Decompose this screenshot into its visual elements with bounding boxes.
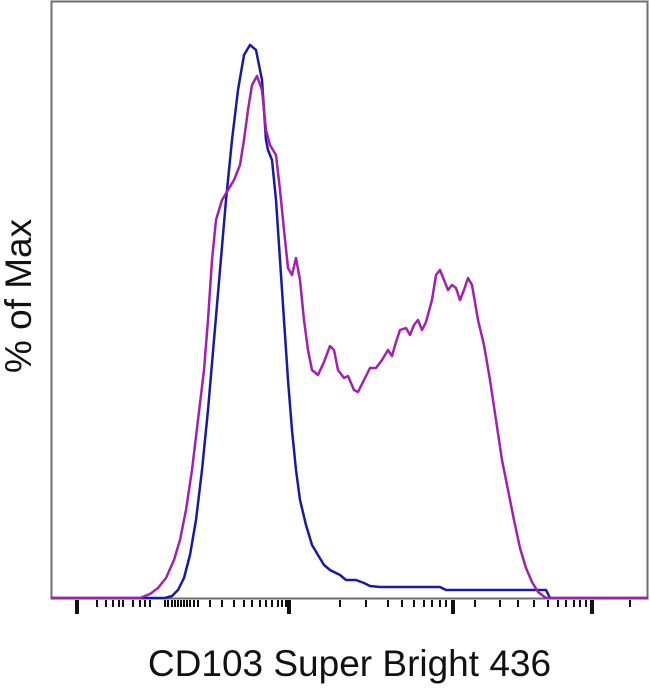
minor-tick: [365, 600, 367, 607]
minor-tick: [251, 600, 253, 607]
minor-tick: [183, 600, 185, 607]
minor-tick: [233, 600, 235, 607]
minor-tick: [149, 600, 151, 607]
minor-tick: [193, 600, 195, 607]
minor-tick: [144, 600, 146, 607]
minor-tick: [139, 600, 141, 607]
y-axis-label: % of Max: [0, 218, 39, 374]
plot-frame: [50, 0, 649, 600]
minor-tick: [339, 600, 341, 607]
minor-tick: [209, 600, 211, 607]
minor-tick: [413, 600, 415, 607]
minor-tick: [573, 600, 575, 607]
minor-tick: [585, 600, 587, 607]
major-tick: [451, 600, 455, 614]
x-axis-ticks: [75, 600, 631, 614]
minor-tick: [387, 600, 389, 607]
minor-tick: [474, 600, 476, 607]
major-tick: [287, 600, 291, 614]
minor-tick: [439, 600, 441, 607]
minor-tick: [271, 600, 273, 607]
minor-tick: [164, 600, 166, 607]
minor-tick: [189, 600, 191, 607]
minor-tick: [579, 600, 581, 607]
major-tick: [590, 600, 594, 614]
minor-tick: [281, 600, 283, 607]
minor-tick: [445, 600, 447, 607]
minor-tick: [243, 600, 245, 607]
minor-tick: [277, 600, 279, 607]
major-tick: [75, 600, 79, 614]
minor-tick: [499, 600, 501, 607]
minor-tick: [517, 600, 519, 607]
minor-tick: [105, 600, 107, 607]
minor-tick: [557, 600, 559, 607]
minor-tick: [629, 600, 631, 607]
minor-tick: [118, 600, 120, 607]
minor-tick: [177, 600, 179, 607]
y-axis-label-container: % of Max: [0, 0, 40, 590]
minor-tick: [180, 600, 182, 607]
blue-histogram-curve: [51, 43, 648, 600]
minor-tick: [423, 600, 425, 607]
minor-tick: [547, 600, 549, 607]
x-axis-label: CD103 Super Bright 436: [147, 643, 552, 684]
minor-tick: [221, 600, 223, 607]
minor-tick: [401, 600, 403, 607]
minor-tick: [197, 600, 199, 607]
minor-tick: [132, 600, 134, 607]
minor-tick: [167, 600, 169, 607]
magenta-histogram-curve: [51, 74, 648, 600]
minor-tick: [112, 600, 114, 607]
minor-tick: [174, 600, 176, 607]
minor-tick: [186, 600, 188, 607]
minor-tick: [259, 600, 261, 607]
minor-tick: [533, 600, 535, 607]
minor-tick: [171, 600, 173, 607]
minor-tick: [122, 600, 124, 607]
minor-tick: [285, 600, 287, 607]
minor-tick: [431, 600, 433, 607]
minor-tick: [565, 600, 567, 607]
minor-tick: [96, 600, 98, 607]
minor-tick: [265, 600, 267, 607]
